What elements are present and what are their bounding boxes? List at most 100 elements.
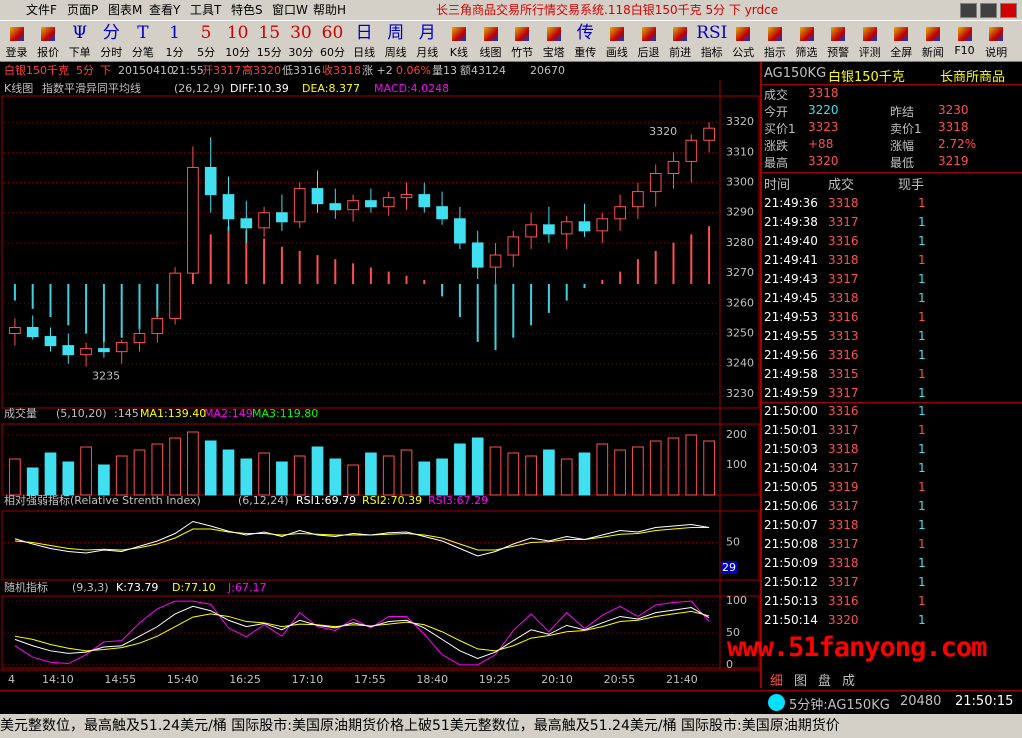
candle-body: [365, 200, 377, 208]
toolbar-button[interactable]: 公式: [728, 23, 759, 59]
trade-volume: 1: [918, 612, 926, 627]
trade-time: 21:50:00: [764, 404, 818, 419]
toolbar-glyph: [1, 23, 32, 44]
candle-body: [489, 254, 502, 268]
trade-price: 3313: [828, 328, 859, 343]
ticker-text: 美元整数位，最高触及51.24美元/桶 国际股市:美国原油期货价格上破51美元整…: [0, 718, 840, 734]
toolbar-button[interactable]: 周周线: [380, 23, 411, 59]
cursor-box: [721, 561, 737, 574]
toolbar-button[interactable]: 筛选: [791, 23, 822, 59]
volume-bar: [293, 455, 306, 496]
menu-item[interactable]: 帮助H: [313, 3, 347, 17]
toolbar-icon: RSI: [696, 23, 728, 43]
menu-item[interactable]: 文件F: [26, 3, 57, 17]
candle-body: [454, 218, 466, 244]
toolbar-button[interactable]: 预警: [823, 23, 854, 59]
quote-value: 3318: [808, 86, 839, 100]
toolbar-icon: 5: [200, 23, 212, 43]
menu-item[interactable]: 页面P: [67, 3, 99, 17]
trade-price: 3318: [828, 252, 859, 267]
toolbar-button[interactable]: 登录: [1, 23, 32, 59]
toolbar-button[interactable]: 线图: [475, 23, 506, 59]
trade-time: 21:50:04: [764, 461, 818, 476]
volume-bar: [44, 452, 57, 496]
toolbar-button[interactable]: Ψ 下单: [64, 23, 95, 59]
candle-body: [667, 160, 680, 174]
toolbar-button[interactable]: 指示: [759, 23, 790, 59]
toolbar-button[interactable]: F10: [949, 23, 980, 59]
candle-body: [293, 188, 306, 223]
status-time: 21:50:15: [955, 694, 1014, 709]
trade-volume: 1: [918, 233, 926, 248]
toolbar-button[interactable]: K线: [443, 23, 474, 59]
toolbar-button[interactable]: 30 30分: [285, 23, 316, 59]
candle-body: [649, 172, 662, 193]
trade-time: 21:50:08: [764, 537, 818, 552]
toolbar-button[interactable]: 评测: [854, 23, 885, 59]
menu-item[interactable]: 工具T: [190, 3, 222, 17]
toolbar-button[interactable]: 后退: [633, 23, 664, 59]
panel-tab[interactable]: 图: [794, 674, 808, 689]
toolbar-glyph: [601, 23, 632, 44]
panel-tab[interactable]: 细: [770, 674, 784, 689]
toolbar-glyph: [949, 23, 980, 44]
toolbar-button[interactable]: 分分时: [96, 23, 127, 59]
panel-tab[interactable]: 盘: [818, 674, 832, 689]
toolbar-button[interactable]: T 分笔: [127, 23, 158, 59]
rsi2-line: [14, 527, 710, 551]
trade-time: 21:50:03: [764, 442, 818, 457]
volume-bar: [471, 437, 484, 496]
candle-body: [560, 221, 573, 235]
menu-item[interactable]: 查看Y: [149, 3, 181, 17]
toolbar-button[interactable]: 传重传: [570, 23, 601, 59]
toolbar-button[interactable]: 日日线: [349, 23, 380, 59]
window-button[interactable]: [1000, 3, 1017, 18]
toolbar-button[interactable]: 1 1分: [159, 23, 190, 59]
toolbar-glyph: [759, 23, 790, 44]
toolbar-button[interactable]: 5 5分: [191, 23, 222, 59]
toolbar-button[interactable]: 竹节: [507, 23, 538, 59]
trade-volume: 1: [918, 556, 926, 571]
toolbar-label: 画线: [605, 46, 628, 59]
trade-volume: 1: [918, 461, 926, 476]
toolbar-glyph: [475, 23, 506, 44]
toolbar-button[interactable]: RSI 指标: [696, 23, 727, 59]
trade-time: 21:49:55: [764, 328, 818, 343]
menu-item[interactable]: 图表M: [108, 3, 143, 17]
toolbar-button[interactable]: 宝塔: [538, 23, 569, 59]
toolbar-button[interactable]: 15 15分: [254, 23, 285, 59]
candle-body: [115, 342, 128, 353]
toolbar-label: 后退: [637, 46, 660, 59]
panel-tab[interactable]: 成: [842, 674, 856, 689]
info-high: 高3320: [242, 64, 281, 77]
toolbar-button[interactable]: 报价: [33, 23, 64, 59]
toolbar-button[interactable]: 前进: [665, 23, 696, 59]
toolbar-button[interactable]: 10 10分: [222, 23, 253, 59]
candle-body: [276, 212, 288, 223]
window-button[interactable]: [980, 3, 997, 18]
toolbar-button[interactable]: 画线: [601, 23, 632, 59]
quote-value: 3219: [938, 154, 969, 168]
toolbar-label: 预警: [827, 46, 850, 59]
status-count: 20480: [900, 694, 942, 709]
toolbar-button[interactable]: 月月线: [412, 23, 443, 59]
volume-bar: [98, 464, 110, 496]
candle-body: [632, 191, 644, 208]
toolbar-label: 新闻: [921, 46, 944, 59]
menu-item[interactable]: 特色S: [231, 3, 263, 17]
menu-item[interactable]: 窗口W: [272, 3, 308, 17]
toolbar-label: 指示: [763, 46, 786, 59]
toolbar-button[interactable]: 60 60分: [317, 23, 348, 59]
window-button[interactable]: [960, 3, 977, 18]
candle-body: [382, 197, 395, 208]
y-tick-label: 3270: [726, 266, 754, 279]
toolbar-button[interactable]: 说明: [981, 23, 1012, 59]
toolbar-button[interactable]: 新闻: [917, 23, 948, 59]
toolbar-button[interactable]: 全屏: [886, 23, 917, 59]
toolbar-icon: 15: [258, 23, 281, 43]
x-tick-label: 16:25: [229, 673, 261, 686]
volume-bar: [418, 461, 431, 496]
candle-body: [151, 317, 164, 335]
volume-bar: [26, 467, 39, 496]
d-line: [14, 610, 710, 652]
